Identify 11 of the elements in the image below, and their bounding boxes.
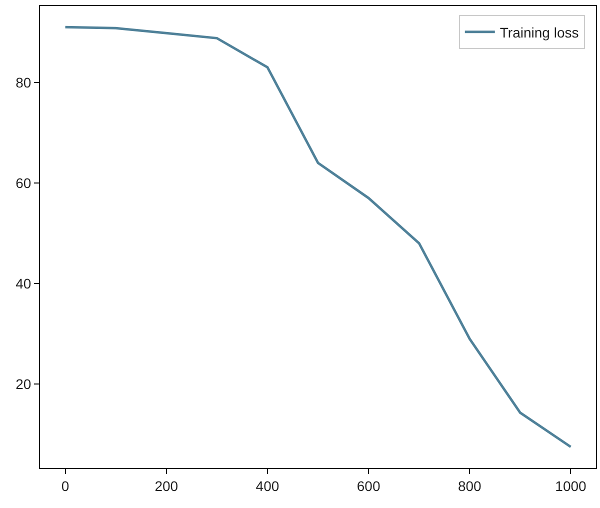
- y-tick-label: 20: [16, 376, 32, 392]
- x-tick-label: 1000: [555, 478, 587, 494]
- x-tick-label: 0: [61, 478, 70, 494]
- x-tick-label: 600: [356, 478, 380, 494]
- y-tick-label: 60: [16, 174, 32, 191]
- x-tick-label: 800: [458, 478, 482, 494]
- legend-label: Training loss: [500, 24, 579, 40]
- y-tick-label: 80: [16, 74, 32, 90]
- x-tick-label: 200: [154, 478, 178, 494]
- y-tick-label: 40: [16, 275, 32, 292]
- x-tick-label: 400: [256, 478, 280, 494]
